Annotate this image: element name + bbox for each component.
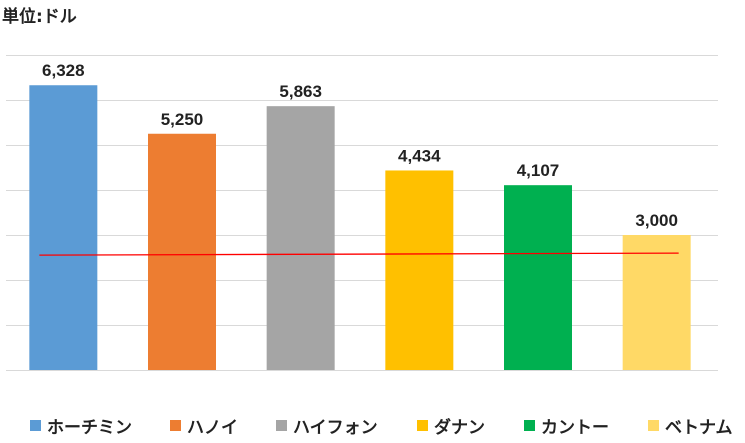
legend-label: カントー <box>541 418 609 438</box>
value-label-6: 3,000 <box>635 211 678 230</box>
bar-4 <box>385 170 454 370</box>
legend-item-6: ベトナム <box>648 413 733 438</box>
value-label-2: 5,250 <box>161 110 204 129</box>
legend-swatch <box>276 420 287 431</box>
legend-swatch <box>417 420 428 431</box>
legend-swatch <box>648 420 659 431</box>
bar-5 <box>504 185 572 370</box>
legend-item-2: ハノイ <box>170 413 238 438</box>
bar-1 <box>29 85 98 371</box>
value-label-1: 6,328 <box>42 61 85 80</box>
gridlines <box>6 55 718 371</box>
legend-swatch <box>170 420 181 431</box>
bars <box>29 85 691 371</box>
value-label-3: 5,863 <box>279 82 322 101</box>
bar-6 <box>622 235 691 370</box>
legend-swatch <box>30 420 41 431</box>
legend-label: ハノイ <box>187 418 238 438</box>
value-label-5: 4,107 <box>517 161 560 180</box>
bar-3 <box>266 106 335 370</box>
legend-item-5: カントー <box>524 413 609 438</box>
reference-line-group <box>39 252 679 256</box>
reference-line <box>39 252 679 256</box>
value-label-4: 4,434 <box>398 146 441 165</box>
legend-label: ダナン <box>434 418 485 438</box>
legend-label: ハイフォン <box>293 418 378 438</box>
legend-item-3: ハイフォン <box>276 413 378 438</box>
bar-chart: 6,328 5,250 5,863 4,434 4,107 3,000 <box>6 55 718 371</box>
legend-swatch <box>524 420 535 431</box>
legend: ホーチミン ハノイ ハイフォン ダナン カントー ベトナム <box>0 405 745 443</box>
legend-label: ホーチミン <box>47 418 132 438</box>
legend-item-4: ダナン <box>417 413 485 438</box>
legend-item-1: ホーチミン <box>30 413 132 438</box>
value-labels: 6,328 5,250 5,863 4,434 4,107 3,000 <box>42 61 678 230</box>
bar-2 <box>148 133 216 370</box>
unit-label: 単位:ドル <box>2 7 77 27</box>
legend-label: ベトナム <box>665 418 733 438</box>
